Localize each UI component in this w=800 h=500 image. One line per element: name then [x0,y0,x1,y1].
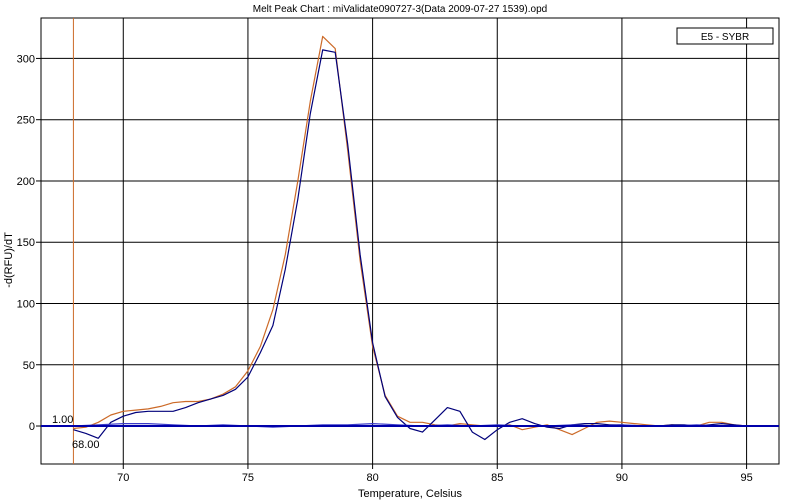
x-tick-label: 75 [242,472,254,484]
y-tick-label: 100 [17,298,35,310]
y-tick-label: 0 [29,421,35,433]
y-tick-label: 200 [17,176,35,188]
y-tick-label: 150 [17,237,35,249]
x-tick-label: 85 [491,472,503,484]
x-tick-label: 90 [616,472,628,484]
x-axis-ticks: 70 75 80 85 90 95 [117,464,753,484]
plot-area [40,17,780,465]
legend-box [676,27,774,45]
chart-title: Melt Peak Chart : miValidate090727-3(Dat… [253,4,547,15]
legend-entry: E5 - SYBR [701,32,749,43]
y-axis-ticks: 0 50 100 150 200 250 300 [17,53,41,433]
x-tick-label: 95 [740,472,752,484]
x-tick-label: 80 [366,472,378,484]
series-lines [41,18,779,464]
grid-lines [41,18,779,464]
x-axis-label: Temperature, Celsius [358,488,462,500]
cursor-temperature-label: 68.00 [72,439,100,451]
y-tick-label: 50 [23,360,35,372]
y-tick-label: 300 [17,53,35,65]
y-axis-label: -d(RFU)/dT [3,232,15,288]
cursor-value-label: 1.00 [52,414,73,426]
series-line-1 [73,35,747,436]
y-tick-label: 250 [17,115,35,127]
legend: E5 - SYBR [676,27,774,45]
x-tick-label: 70 [117,472,129,484]
